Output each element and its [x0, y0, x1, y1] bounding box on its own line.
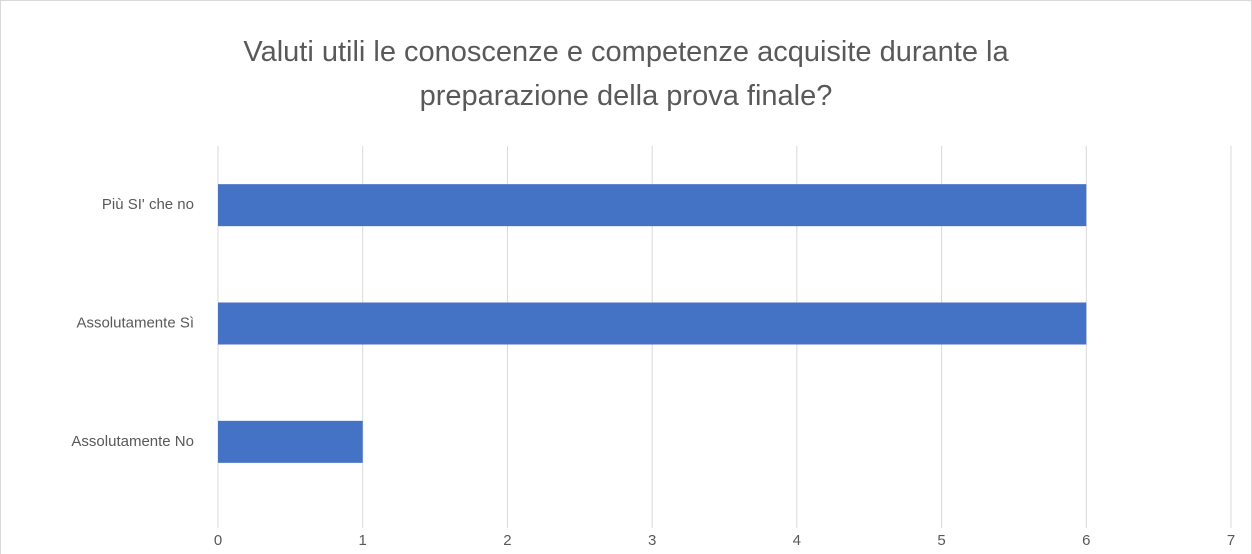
chart-title: Valuti utili le conoscenze e competenze … — [243, 36, 1009, 112]
x-tick-label: 1 — [359, 532, 367, 549]
x-tick-label: 2 — [503, 532, 511, 549]
bar — [218, 184, 1087, 227]
y-tick-label: Assolutamente Sì — [76, 314, 194, 331]
x-tick-label: 6 — [1082, 532, 1090, 549]
x-tick-label: 3 — [648, 532, 656, 549]
bar — [218, 302, 1087, 345]
x-tick-label: 0 — [214, 532, 222, 549]
bar — [218, 420, 363, 463]
x-tick-label: 4 — [793, 532, 801, 549]
x-tick-label: 5 — [937, 532, 945, 549]
y-tick-label: Assolutamente No — [71, 433, 194, 450]
x-tick-label: 7 — [1227, 532, 1235, 549]
y-tick-label: Più SI' che no — [102, 196, 194, 213]
